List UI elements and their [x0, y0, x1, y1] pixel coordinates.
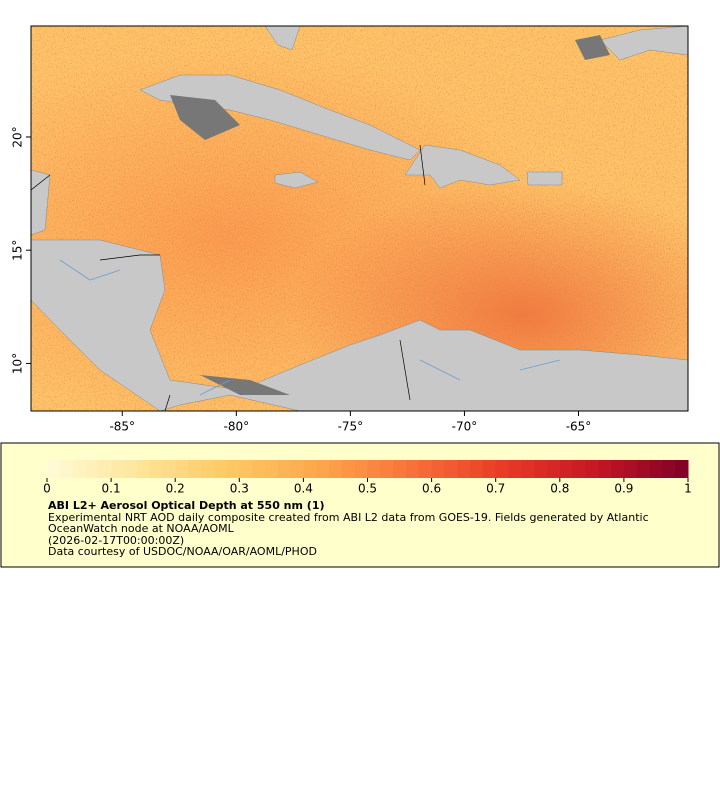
map-frame	[30, 25, 689, 412]
colorbar-segment	[162, 460, 176, 478]
colorbar-segment	[85, 460, 99, 478]
colorbar-tick-label: 0.6	[422, 482, 441, 496]
colorbar-tick-label: 0.8	[550, 482, 569, 496]
colorbar-segment	[354, 460, 368, 478]
colorbar-segment	[226, 460, 240, 478]
colorbar-segment	[59, 460, 74, 478]
colorbar-segment	[546, 460, 561, 478]
legend-line: Experimental NRT AOD daily composite cre…	[48, 510, 649, 535]
x-tick-label: -75°	[338, 420, 364, 434]
colorbar-segment	[188, 460, 202, 478]
colorbar-segment	[47, 460, 61, 478]
colorbar-segment	[444, 460, 458, 478]
colorbar-tick-label: 1	[684, 482, 692, 496]
legend-line: Data courtesy of USDOC/NOAA/OAR/AOML/PHO…	[48, 545, 317, 558]
colorbar-segment	[649, 460, 663, 478]
colorbar-segment	[277, 460, 292, 478]
colorbar-segment	[303, 460, 317, 478]
colorbar-segment	[534, 460, 548, 478]
colorbar-segment	[290, 460, 304, 478]
colorbar-segment	[405, 460, 420, 478]
colorbar-segment	[393, 460, 407, 478]
colorbar-segment	[662, 460, 676, 478]
colorbar-segment	[495, 460, 510, 478]
colorbar-segment	[149, 460, 163, 478]
colorbar-tick-label: 0.2	[166, 482, 185, 496]
y-tick-label: 10°	[11, 353, 25, 374]
colorbar-segment	[252, 460, 266, 478]
colorbar-tick-label: 0.5	[358, 482, 377, 496]
colorbar-segment	[98, 460, 112, 478]
colorbar-segment	[200, 460, 215, 478]
map-image	[31, 26, 688, 411]
colorbar-segment	[598, 460, 612, 478]
y-tick-label: 20°	[11, 126, 25, 147]
colorbar-segment	[418, 460, 433, 478]
colorbar-segment	[482, 460, 497, 478]
colorbar-segment	[123, 460, 138, 478]
x-tick-label: -85°	[109, 420, 135, 434]
x-tick-label: -80°	[224, 420, 250, 434]
colorbar-segment	[316, 460, 330, 478]
colorbar-segment	[213, 460, 227, 478]
colorbar-segment	[559, 460, 574, 478]
colorbar-segment	[572, 460, 586, 478]
legend-title: ABI L2+ Aerosol Optical Depth at 550 nm …	[48, 499, 325, 512]
colorbar-segment	[341, 460, 356, 478]
colorbar-segment	[367, 460, 381, 478]
colorbar-segment	[72, 460, 86, 478]
colorbar-segment	[470, 460, 484, 478]
colorbar-tick-label: 0.9	[614, 482, 633, 496]
colorbar-tick-label: 0.7	[486, 482, 505, 496]
colorbar-segment	[175, 460, 189, 478]
legend-text: ABI L2+ Aerosol Optical Depth at 550 nm …	[48, 500, 688, 558]
colorbar-segment	[431, 460, 445, 478]
x-tick-label: -70°	[452, 420, 478, 434]
colorbar-segment	[457, 460, 471, 478]
colorbar-segment	[136, 460, 151, 478]
colorbar-tick-label: 0.1	[102, 482, 121, 496]
colorbar-segment	[636, 460, 651, 478]
colorbar-segment	[264, 460, 279, 478]
colorbar-segment	[611, 460, 625, 478]
colorbar-segment	[623, 460, 638, 478]
colorbar-segment	[329, 460, 343, 478]
colorbar-segment	[380, 460, 394, 478]
colorbar-tick-label: 0	[43, 482, 51, 496]
colorbar-segment	[585, 460, 599, 478]
colorbar-segment	[521, 460, 535, 478]
colorbar-tick-label: 0.4	[294, 482, 313, 496]
x-tick-label: -65°	[566, 420, 592, 434]
colorbar-segment	[239, 460, 253, 478]
colorbar-segment	[111, 460, 125, 478]
colorbar-tick-label: 0.3	[230, 482, 249, 496]
legend-line: (2026-02-17T00:00:00Z)	[48, 533, 185, 547]
colorbar-segment	[675, 460, 689, 478]
colorbar-segment	[508, 460, 522, 478]
y-tick-label: 15°	[11, 240, 25, 261]
